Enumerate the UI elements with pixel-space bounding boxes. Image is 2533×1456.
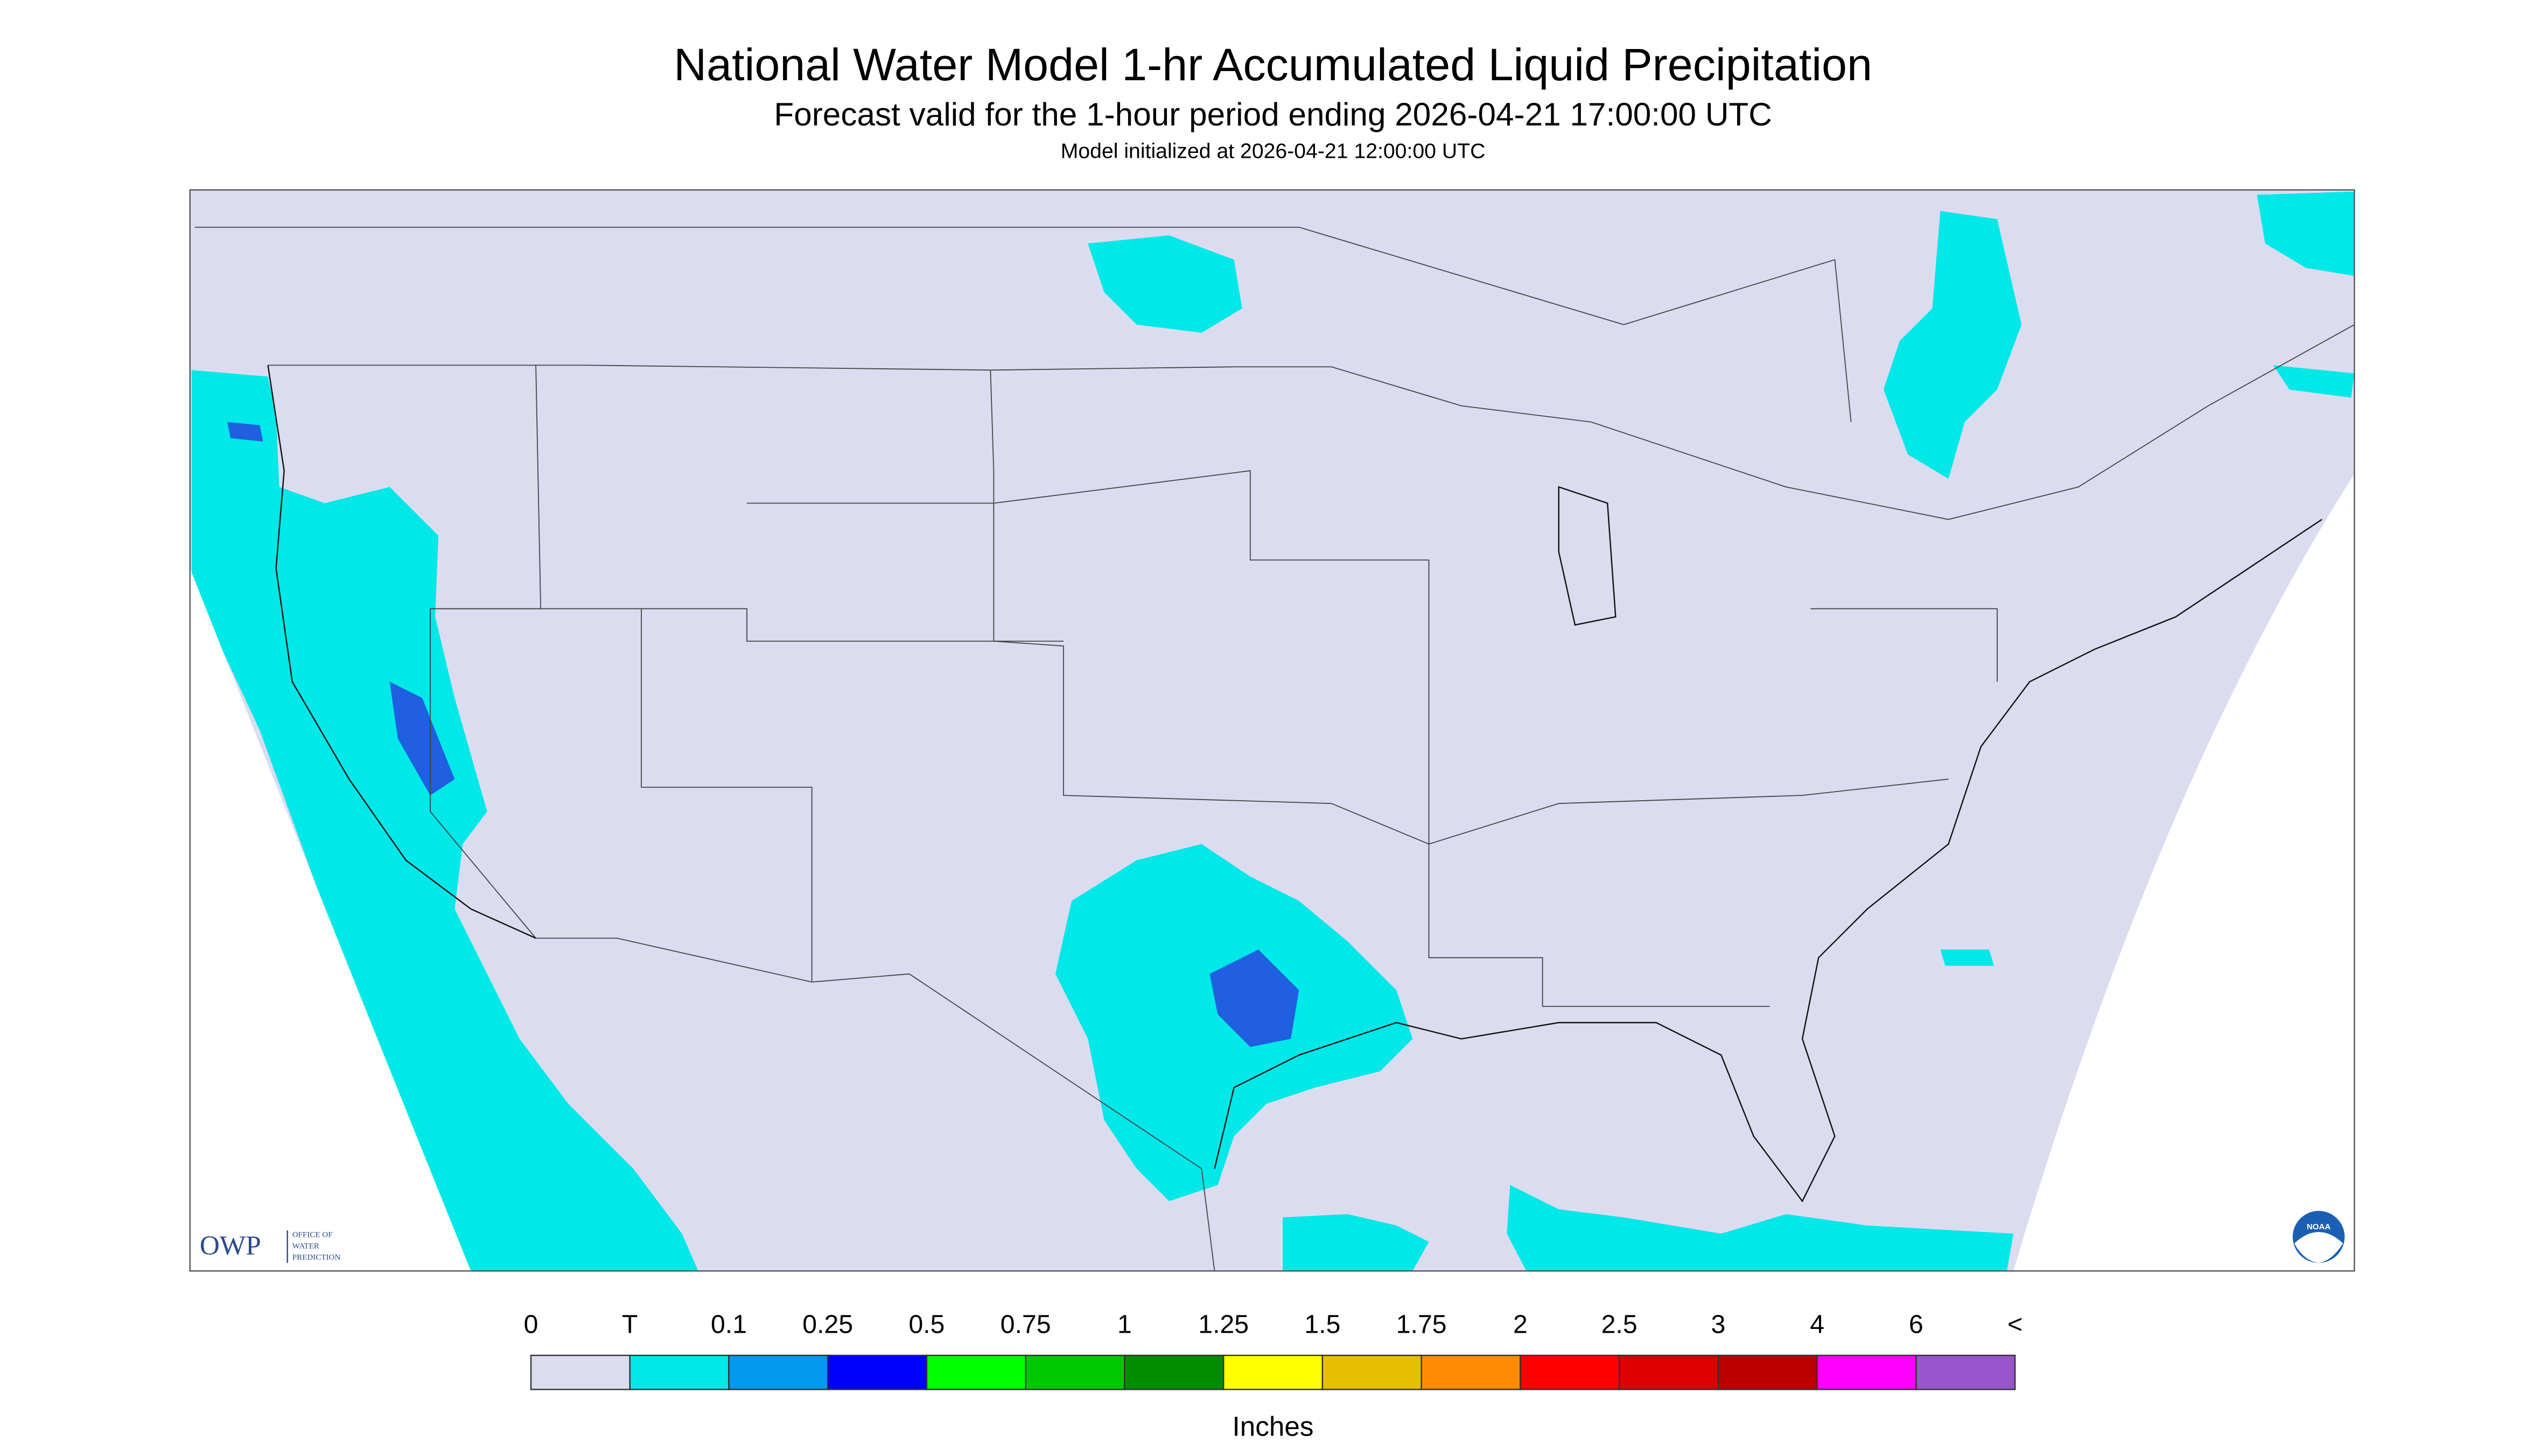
borders [194,227,2355,1271]
canada-provinces [194,227,1852,422]
precip-texas-core [1209,949,1299,1047]
legend-label: 0.1 [711,1310,747,1339]
owp-name-line: OFFICE OF [292,1230,333,1239]
pacific-coast [267,365,536,939]
precip-sierra-core [389,682,455,796]
legend: 0 T 0.1 0.25 0.5 0.75 1 1.25 1.5 1.75 2 2.5 3 4 6 < [524,1310,2023,1390]
legend-swatch [1520,1354,1620,1390]
noaa-logo: NOAA [2292,1210,2345,1263]
subtitle: Forecast valid for the 1-hour period end… [774,96,1772,132]
legend-swatch [1816,1354,1917,1390]
legend-label: 0.75 [1000,1310,1051,1339]
projection-edge-right [2013,474,2355,1271]
precipitation [191,191,2355,1271]
state-lines-6 [1331,779,1949,845]
legend-label: 1 [1117,1310,1132,1339]
state-lines-7 [1428,560,1770,1007]
legend-swatch [827,1354,928,1390]
legend-swatch [1321,1354,1422,1390]
legend-label: 1.5 [1304,1310,1340,1339]
precip-atlantic [1940,949,1994,966]
legend-swatch [629,1354,730,1390]
legend-label: 6 [1909,1310,1923,1339]
legend-label: 0.5 [908,1310,944,1339]
canada-border [268,365,1332,371]
legend-swatch [1717,1354,1818,1390]
state-lines-5 [430,365,542,939]
great-lakes-border [1331,324,2355,520]
coastlines [267,365,2322,1203]
precip-quebec [2257,191,2355,276]
legend-swatch [1421,1354,1521,1390]
owp-name-line: WATER [292,1242,320,1251]
noaa-logo-wave [2294,1232,2343,1263]
legend-label: T [622,1310,638,1339]
legend-swatch [1618,1354,1719,1390]
mexico-border [536,937,1215,1271]
legend-label: 2.5 [1601,1310,1638,1339]
legend-swatch [1915,1354,2016,1390]
legend-unit: Inches [1233,1411,1314,1441]
map-frame [189,189,2355,1272]
title: National Water Model 1-hr Accumulated Li… [674,39,1872,90]
owp-logo-text: OWP [200,1230,261,1261]
legend-label: 0.25 [802,1310,853,1339]
legend-label: 1.75 [1396,1310,1447,1339]
legend-label: 3 [1711,1310,1725,1339]
legend-label: < [2007,1310,2023,1339]
legend-swatch [728,1354,829,1390]
gulf-atlantic-coast [1214,519,2322,1203]
legend-label: 4 [1810,1310,1824,1339]
projection-edge-left [190,568,471,1271]
owp-logo: OWP OFFICE OF WATER PREDICTION [200,1230,341,1263]
lake-michigan [1558,486,1617,626]
legend-swatch [1025,1354,1125,1390]
legend-label: 2 [1513,1310,1528,1339]
precip-north-plains [1088,235,1242,333]
legend-swatch [530,1354,631,1390]
precip-ontario [1883,211,2022,479]
precip-gulf-south [1507,1185,2014,1271]
state-lines-3 [430,608,1064,642]
precip-maritime [2273,365,2355,398]
legend-swatch [926,1354,1026,1390]
legend-label: 0 [524,1310,538,1339]
noaa-logo-text: NOAA [2307,1222,2331,1231]
owp-name-line: PREDICTION [292,1254,341,1262]
legend-swatch [1222,1354,1324,1390]
init-note: Model initialized at 2026-04-21 12:00:00… [1061,140,1486,163]
map: OWP OFFICE OF WATER PREDICTION NOAA [189,189,2355,1272]
precip-wa-core [227,422,263,442]
state-lines-8 [1810,608,1998,682]
legend-swatch [1124,1354,1224,1390]
precip-west [191,370,698,1271]
state-lines-2 [747,470,1429,561]
state-lines-4 [641,608,813,982]
legend-label: 1.25 [1198,1310,1249,1339]
precip-gulf-mid [1283,1214,1429,1271]
